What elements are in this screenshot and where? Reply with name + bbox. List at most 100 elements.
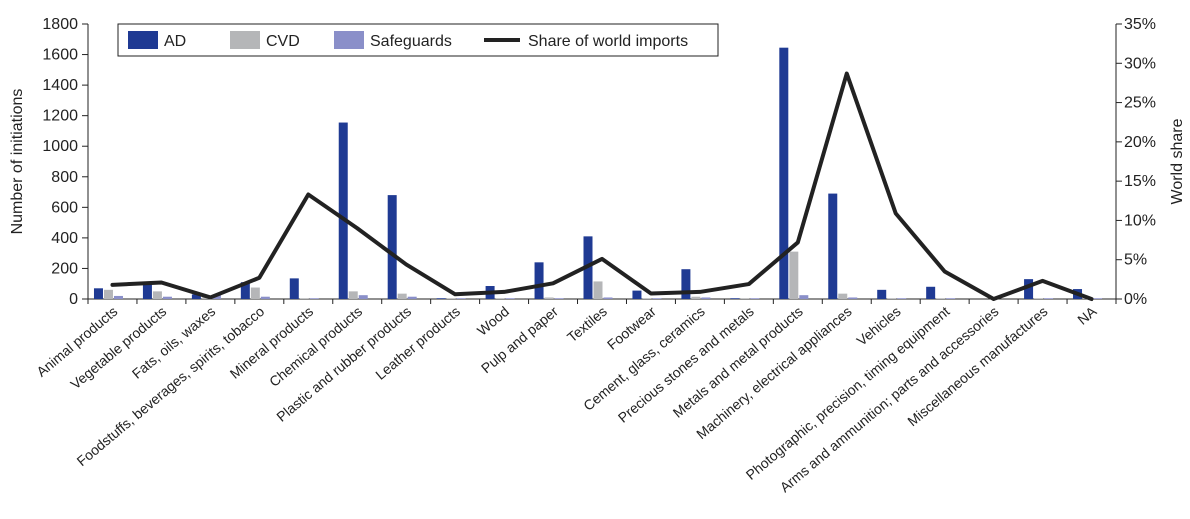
bar-cvd [397,293,407,299]
bar-cvd [446,298,456,299]
right-tick-label: 15% [1124,173,1156,190]
share-point [306,193,310,196]
left-tick-label: 400 [51,230,78,247]
bar-cvd [789,251,799,299]
category-label: Leather products [372,303,463,383]
bar-ad [926,286,936,299]
bar-cvd [936,298,946,299]
share-point [1041,279,1045,283]
left-tick-label: 0 [69,291,78,308]
share-point [502,290,506,294]
left-axis-title: Number of initiations [9,89,26,235]
left-tick-label: 600 [51,199,78,216]
right-tick-label: 0% [1124,291,1147,308]
left-tick-label: 1600 [42,47,78,64]
share-point [894,211,898,215]
left-tick-label: 1400 [42,77,78,94]
bar-cvd [642,298,652,299]
bar-safeguards [407,296,417,299]
legend-swatch [334,31,364,49]
bar-safeguards [603,297,613,299]
legend: AD CVD Safeguards Share of world imports [117,23,719,57]
right-tick-label: 10% [1124,212,1156,229]
legend-label: AD [164,33,186,50]
left-tick-label: 800 [51,169,78,186]
share-point [355,226,359,230]
bar-cvd [103,289,113,299]
left-tick-label: 1800 [42,16,78,33]
bar-cvd [152,291,162,299]
right-axis-title: World share [1169,118,1186,204]
bar-ad [387,195,397,299]
bar-safeguards [701,297,711,299]
bar-safeguards [897,298,907,299]
bar-ad [534,262,544,299]
bar-cvd [348,291,358,299]
left-tick-label: 200 [51,260,78,277]
bar-cvd [1034,298,1044,299]
bar-safeguards [456,298,466,299]
legend-label: CVD [266,33,300,50]
share-point [747,282,751,286]
share-point [257,276,261,280]
bar-safeguards [848,297,858,299]
bar-ad [240,282,250,299]
category-label: NA [1074,303,1100,328]
share-point [110,283,114,287]
bar-ad [730,298,740,299]
share-point [1090,297,1094,301]
bar-ad [779,47,789,299]
right-tick-label: 5% [1124,252,1147,269]
bar-ad [632,290,642,299]
bar-cvd [250,287,260,299]
category-label: Animal products [33,303,120,380]
share-point [649,292,653,295]
bar-safeguards [799,295,809,299]
share-point [845,72,849,75]
left-tick-label: 1200 [42,108,78,125]
axes-layer [82,23,1122,304]
bar-ad [877,289,887,299]
share-point [159,281,163,284]
bar-ad [436,298,446,299]
bar-ad [681,269,691,299]
right-tick-label: 20% [1124,134,1156,151]
share-point [600,257,604,261]
legend-label: Safeguards [370,33,452,50]
bar-cvd [740,298,750,299]
share-point [404,262,408,266]
category-label: Fats, oils, waxes [129,303,219,382]
bar-cvd [495,298,505,299]
bar-safeguards [1093,298,1103,299]
bar-ad [191,294,201,299]
bar-safeguards [946,298,956,299]
bar-safeguards [652,298,662,299]
share-point [551,281,555,285]
bar-safeguards [260,296,270,299]
share-point [943,270,947,273]
category-label: Mineral products [227,303,317,382]
bar-ad [93,288,103,299]
line-layer [110,71,1094,301]
bar-safeguards [1044,298,1054,299]
bar-safeguards [505,298,515,299]
bar-cvd [593,281,603,299]
right-tick-label: 25% [1124,95,1156,112]
share-point [698,290,702,294]
labels-layer: 0 200 400 600 800 1000 1200 1400 1600 1800 0% 5% 10%… [9,16,1186,495]
bar-safeguards [162,296,172,299]
legend-swatch [230,31,260,49]
bar-cvd [544,297,554,299]
bar-safeguards [309,298,319,299]
bar-safeguards [113,295,123,299]
legend-swatch [128,31,158,49]
bar-ad [289,278,299,299]
share-point [453,292,457,296]
bar-ad [828,193,838,299]
legend-label: Share of world imports [528,33,688,50]
bar-ad [338,122,348,300]
share-point [796,240,800,244]
bar-safeguards [750,298,760,299]
